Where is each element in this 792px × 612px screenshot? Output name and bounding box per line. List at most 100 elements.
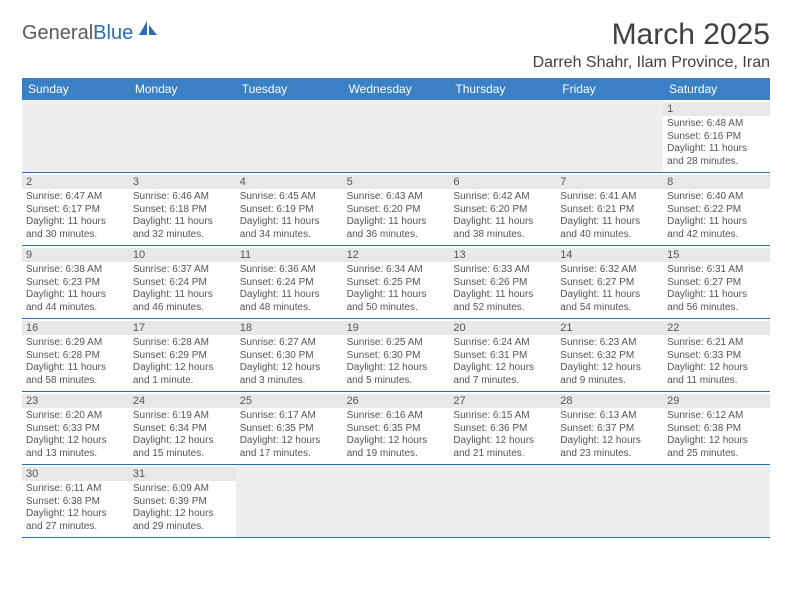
empty-cell	[556, 465, 663, 537]
sunrise-text: Sunrise: 6:42 AM	[453, 191, 552, 204]
sunrise-text: Sunrise: 6:09 AM	[133, 483, 232, 496]
day-cell: 15Sunrise: 6:31 AMSunset: 6:27 PMDayligh…	[663, 246, 770, 318]
empty-cell	[343, 100, 450, 172]
sunrise-text: Sunrise: 6:45 AM	[240, 191, 339, 204]
day-number: 16	[22, 321, 129, 335]
sunset-text: Sunset: 6:25 PM	[347, 277, 446, 290]
title-block: March 2025 Darreh Shahr, Ilam Province, …	[533, 18, 770, 72]
daylight-text: Daylight: 12 hours and 5 minutes.	[347, 362, 446, 387]
week-row: 9Sunrise: 6:38 AMSunset: 6:23 PMDaylight…	[22, 246, 770, 319]
day-number: 27	[449, 394, 556, 408]
sunrise-text: Sunrise: 6:11 AM	[26, 483, 125, 496]
sunrise-text: Sunrise: 6:33 AM	[453, 264, 552, 277]
day-cell: 21Sunrise: 6:23 AMSunset: 6:32 PMDayligh…	[556, 319, 663, 391]
sunset-text: Sunset: 6:20 PM	[347, 204, 446, 217]
logo-text-blue: Blue	[93, 22, 133, 45]
weeks-container: 1Sunrise: 6:48 AMSunset: 6:16 PMDaylight…	[22, 100, 770, 538]
sunset-text: Sunset: 6:17 PM	[26, 204, 125, 217]
daylight-text: Daylight: 11 hours and 54 minutes.	[560, 289, 659, 314]
daylight-text: Daylight: 11 hours and 28 minutes.	[667, 143, 766, 168]
sunset-text: Sunset: 6:24 PM	[133, 277, 232, 290]
sunrise-text: Sunrise: 6:41 AM	[560, 191, 659, 204]
day-cell: 7Sunrise: 6:41 AMSunset: 6:21 PMDaylight…	[556, 173, 663, 245]
daylight-text: Daylight: 12 hours and 29 minutes.	[133, 508, 232, 533]
day-header-cell: Friday	[556, 78, 663, 100]
sunset-text: Sunset: 6:31 PM	[453, 350, 552, 363]
sunrise-text: Sunrise: 6:29 AM	[26, 337, 125, 350]
day-cell: 31Sunrise: 6:09 AMSunset: 6:39 PMDayligh…	[129, 465, 236, 537]
sunrise-text: Sunrise: 6:21 AM	[667, 337, 766, 350]
week-row: 30Sunrise: 6:11 AMSunset: 6:38 PMDayligh…	[22, 465, 770, 538]
daylight-text: Daylight: 12 hours and 3 minutes.	[240, 362, 339, 387]
day-number: 10	[129, 248, 236, 262]
daylight-text: Daylight: 11 hours and 46 minutes.	[133, 289, 232, 314]
empty-cell	[343, 465, 450, 537]
week-row: 1Sunrise: 6:48 AMSunset: 6:16 PMDaylight…	[22, 100, 770, 173]
empty-cell	[663, 465, 770, 537]
sunrise-text: Sunrise: 6:12 AM	[667, 410, 766, 423]
sunrise-text: Sunrise: 6:37 AM	[133, 264, 232, 277]
sunrise-text: Sunrise: 6:47 AM	[26, 191, 125, 204]
day-number: 3	[129, 175, 236, 189]
daylight-text: Daylight: 11 hours and 52 minutes.	[453, 289, 552, 314]
empty-cell	[449, 465, 556, 537]
day-number: 23	[22, 394, 129, 408]
daylight-text: Daylight: 12 hours and 9 minutes.	[560, 362, 659, 387]
sunset-text: Sunset: 6:33 PM	[26, 423, 125, 436]
day-cell: 12Sunrise: 6:34 AMSunset: 6:25 PMDayligh…	[343, 246, 450, 318]
day-header-cell: Tuesday	[236, 78, 343, 100]
day-number: 22	[663, 321, 770, 335]
sunrise-text: Sunrise: 6:20 AM	[26, 410, 125, 423]
sunset-text: Sunset: 6:38 PM	[26, 496, 125, 509]
day-cell: 5Sunrise: 6:43 AMSunset: 6:20 PMDaylight…	[343, 173, 450, 245]
day-header-cell: Wednesday	[343, 78, 450, 100]
day-cell: 18Sunrise: 6:27 AMSunset: 6:30 PMDayligh…	[236, 319, 343, 391]
calendar-grid: SundayMondayTuesdayWednesdayThursdayFrid…	[22, 78, 770, 538]
day-header-cell: Monday	[129, 78, 236, 100]
sunrise-text: Sunrise: 6:46 AM	[133, 191, 232, 204]
day-number: 12	[343, 248, 450, 262]
daylight-text: Daylight: 11 hours and 42 minutes.	[667, 216, 766, 241]
logo-text-general: General	[22, 22, 93, 45]
daylight-text: Daylight: 12 hours and 1 minute.	[133, 362, 232, 387]
day-cell: 24Sunrise: 6:19 AMSunset: 6:34 PMDayligh…	[129, 392, 236, 464]
empty-cell	[236, 465, 343, 537]
day-cell: 19Sunrise: 6:25 AMSunset: 6:30 PMDayligh…	[343, 319, 450, 391]
day-cell: 28Sunrise: 6:13 AMSunset: 6:37 PMDayligh…	[556, 392, 663, 464]
sunset-text: Sunset: 6:30 PM	[347, 350, 446, 363]
day-header-cell: Saturday	[663, 78, 770, 100]
day-number: 11	[236, 248, 343, 262]
daylight-text: Daylight: 11 hours and 48 minutes.	[240, 289, 339, 314]
day-number: 14	[556, 248, 663, 262]
day-number: 21	[556, 321, 663, 335]
sunset-text: Sunset: 6:22 PM	[667, 204, 766, 217]
sunset-text: Sunset: 6:32 PM	[560, 350, 659, 363]
sunrise-text: Sunrise: 6:17 AM	[240, 410, 339, 423]
daylight-text: Daylight: 11 hours and 36 minutes.	[347, 216, 446, 241]
sunrise-text: Sunrise: 6:32 AM	[560, 264, 659, 277]
day-number: 24	[129, 394, 236, 408]
day-number: 18	[236, 321, 343, 335]
sunset-text: Sunset: 6:20 PM	[453, 204, 552, 217]
sunset-text: Sunset: 6:16 PM	[667, 131, 766, 144]
day-number: 31	[129, 467, 236, 481]
sunset-text: Sunset: 6:21 PM	[560, 204, 659, 217]
daylight-text: Daylight: 11 hours and 40 minutes.	[560, 216, 659, 241]
day-cell: 27Sunrise: 6:15 AMSunset: 6:36 PMDayligh…	[449, 392, 556, 464]
daylight-text: Daylight: 12 hours and 15 minutes.	[133, 435, 232, 460]
day-number: 15	[663, 248, 770, 262]
day-number: 20	[449, 321, 556, 335]
day-number: 25	[236, 394, 343, 408]
day-number: 26	[343, 394, 450, 408]
week-row: 2Sunrise: 6:47 AMSunset: 6:17 PMDaylight…	[22, 173, 770, 246]
sunset-text: Sunset: 6:19 PM	[240, 204, 339, 217]
empty-cell	[236, 100, 343, 172]
week-row: 16Sunrise: 6:29 AMSunset: 6:28 PMDayligh…	[22, 319, 770, 392]
day-cell: 9Sunrise: 6:38 AMSunset: 6:23 PMDaylight…	[22, 246, 129, 318]
sunset-text: Sunset: 6:36 PM	[453, 423, 552, 436]
daylight-text: Daylight: 12 hours and 21 minutes.	[453, 435, 552, 460]
daylight-text: Daylight: 12 hours and 7 minutes.	[453, 362, 552, 387]
day-cell: 6Sunrise: 6:42 AMSunset: 6:20 PMDaylight…	[449, 173, 556, 245]
sunset-text: Sunset: 6:29 PM	[133, 350, 232, 363]
sunset-text: Sunset: 6:23 PM	[26, 277, 125, 290]
